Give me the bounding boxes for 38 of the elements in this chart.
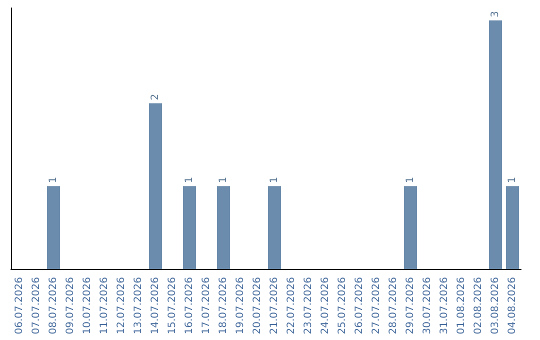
- x-tick-label: 15.07.2026: [167, 277, 178, 334]
- x-tick-label: 19.07.2026: [235, 277, 246, 334]
- data-label: 1: [184, 176, 195, 184]
- data-label: 1: [507, 176, 518, 184]
- x-tick-label: 06.07.2026: [14, 277, 25, 334]
- x-tick-label: 23.07.2026: [303, 277, 314, 334]
- x-tick-label: 11.07.2026: [99, 277, 110, 334]
- data-label: 1: [405, 176, 416, 184]
- x-tick-label: 09.07.2026: [65, 277, 76, 334]
- x-tick-label: 07.07.2026: [31, 277, 42, 334]
- x-tick-label: 30.07.2026: [422, 277, 433, 334]
- x-tick-label: 20.07.2026: [252, 277, 263, 334]
- x-tick-label: 12.07.2026: [116, 277, 127, 334]
- data-label: 1: [269, 176, 280, 184]
- x-tick-label: 22.07.2026: [286, 277, 297, 334]
- x-tick-label: 01.08.2026: [456, 277, 467, 334]
- data-label: 1: [218, 176, 229, 184]
- x-tick-label: 24.07.2026: [320, 277, 331, 334]
- x-tick-label: 27.07.2026: [371, 277, 382, 334]
- x-tick-label: 03.08.2026: [490, 277, 501, 334]
- x-tick-label: 04.08.2026: [507, 277, 518, 334]
- x-tick-label: 13.07.2026: [133, 277, 144, 334]
- data-label: 1: [48, 176, 59, 184]
- x-tick-label: 26.07.2026: [354, 277, 365, 334]
- x-tick-label: 21.07.2026: [269, 277, 280, 334]
- x-tick-label: 16.07.2026: [184, 277, 195, 334]
- x-tick-label: 17.07.2026: [201, 277, 212, 334]
- data-label: 3: [490, 11, 501, 18]
- x-tick-label: 25.07.2026: [337, 277, 348, 334]
- x-tick-label: 28.07.2026: [388, 277, 399, 334]
- x-tick-label: 08.07.2026: [48, 277, 59, 334]
- x-tick-label: 10.07.2026: [82, 277, 93, 334]
- x-tick-label: 02.08.2026: [473, 277, 484, 334]
- x-tick-label: 18.07.2026: [218, 277, 229, 334]
- x-tick-label: 31.07.2026: [439, 277, 450, 334]
- x-tick-label: 29.07.2026: [405, 277, 416, 334]
- x-tick-label: 14.07.2026: [150, 277, 161, 334]
- data-label: 2: [150, 94, 161, 100]
